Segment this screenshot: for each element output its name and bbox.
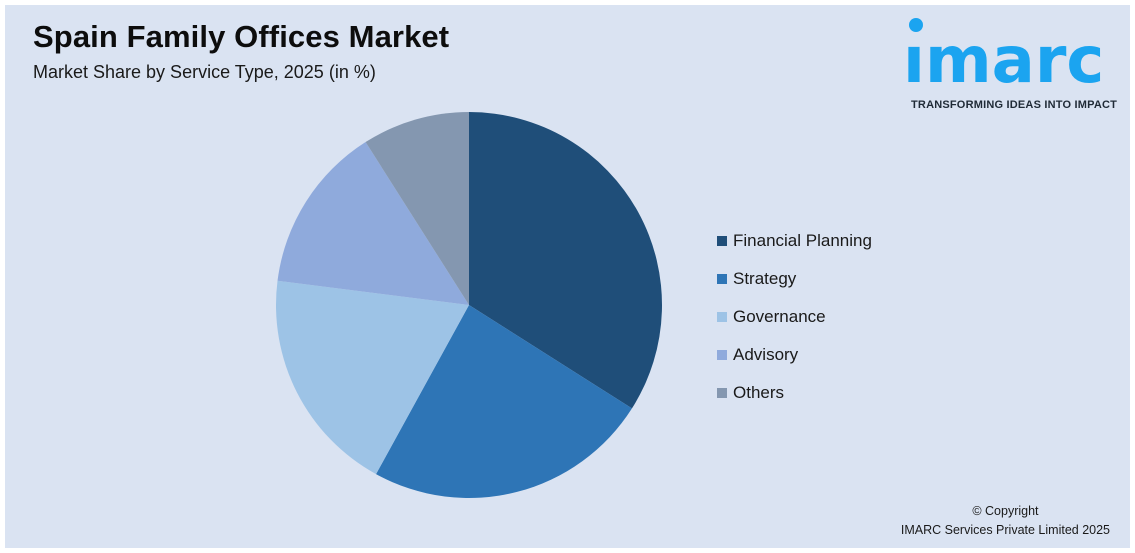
pie-slice-governance — [275, 280, 469, 475]
legend-label: Advisory — [733, 345, 799, 364]
pie-slice-strategy — [376, 305, 632, 498]
legend-swatch — [717, 236, 727, 246]
legend-item-financial-planning: Financial Planning — [717, 222, 872, 260]
copyright-line-2: IMARC Services Private Limited 2025 — [900, 523, 1110, 537]
pie-slice-others — [365, 112, 469, 305]
copyright-line-1: © Copyright — [972, 504, 1039, 518]
legend-swatch — [717, 312, 727, 322]
chart-title: Spain Family Offices Market — [33, 19, 450, 54]
legend-item-strategy: Strategy — [717, 260, 872, 298]
legend-item-governance: Governance — [717, 298, 872, 336]
logo-wordmark: ımarc — [903, 24, 1105, 98]
copyright-notice: © Copyright IMARC Services Private Limit… — [901, 502, 1110, 540]
imarc-logo: ımarc TRANSFORMING IDEAS INTO IMPACT — [903, 15, 1125, 115]
legend-swatch — [717, 350, 727, 360]
legend-item-advisory: Advisory — [717, 336, 872, 374]
chart-background: Spain Family Offices Market Market Share… — [5, 5, 1130, 548]
legend-item-others: Others — [717, 374, 872, 412]
logo-dot-icon — [909, 18, 923, 32]
legend-swatch — [717, 274, 727, 284]
chart-subtitle: Market Share by Service Type, 2025 (in %… — [33, 62, 376, 82]
legend-label: Strategy — [733, 269, 797, 288]
legend-label: Others — [733, 383, 785, 402]
legend-label: Governance — [733, 307, 826, 326]
chart-legend: Financial Planning Strategy Governance A… — [717, 222, 872, 412]
pie-slice-advisory — [277, 142, 469, 305]
logo-tagline: TRANSFORMING IDEAS INTO IMPACT — [911, 99, 1118, 111]
legend-label: Financial Planning — [733, 231, 872, 250]
pie-chart — [275, 112, 662, 498]
pie-slice-financial-planning — [469, 112, 662, 409]
legend-swatch — [717, 388, 727, 398]
